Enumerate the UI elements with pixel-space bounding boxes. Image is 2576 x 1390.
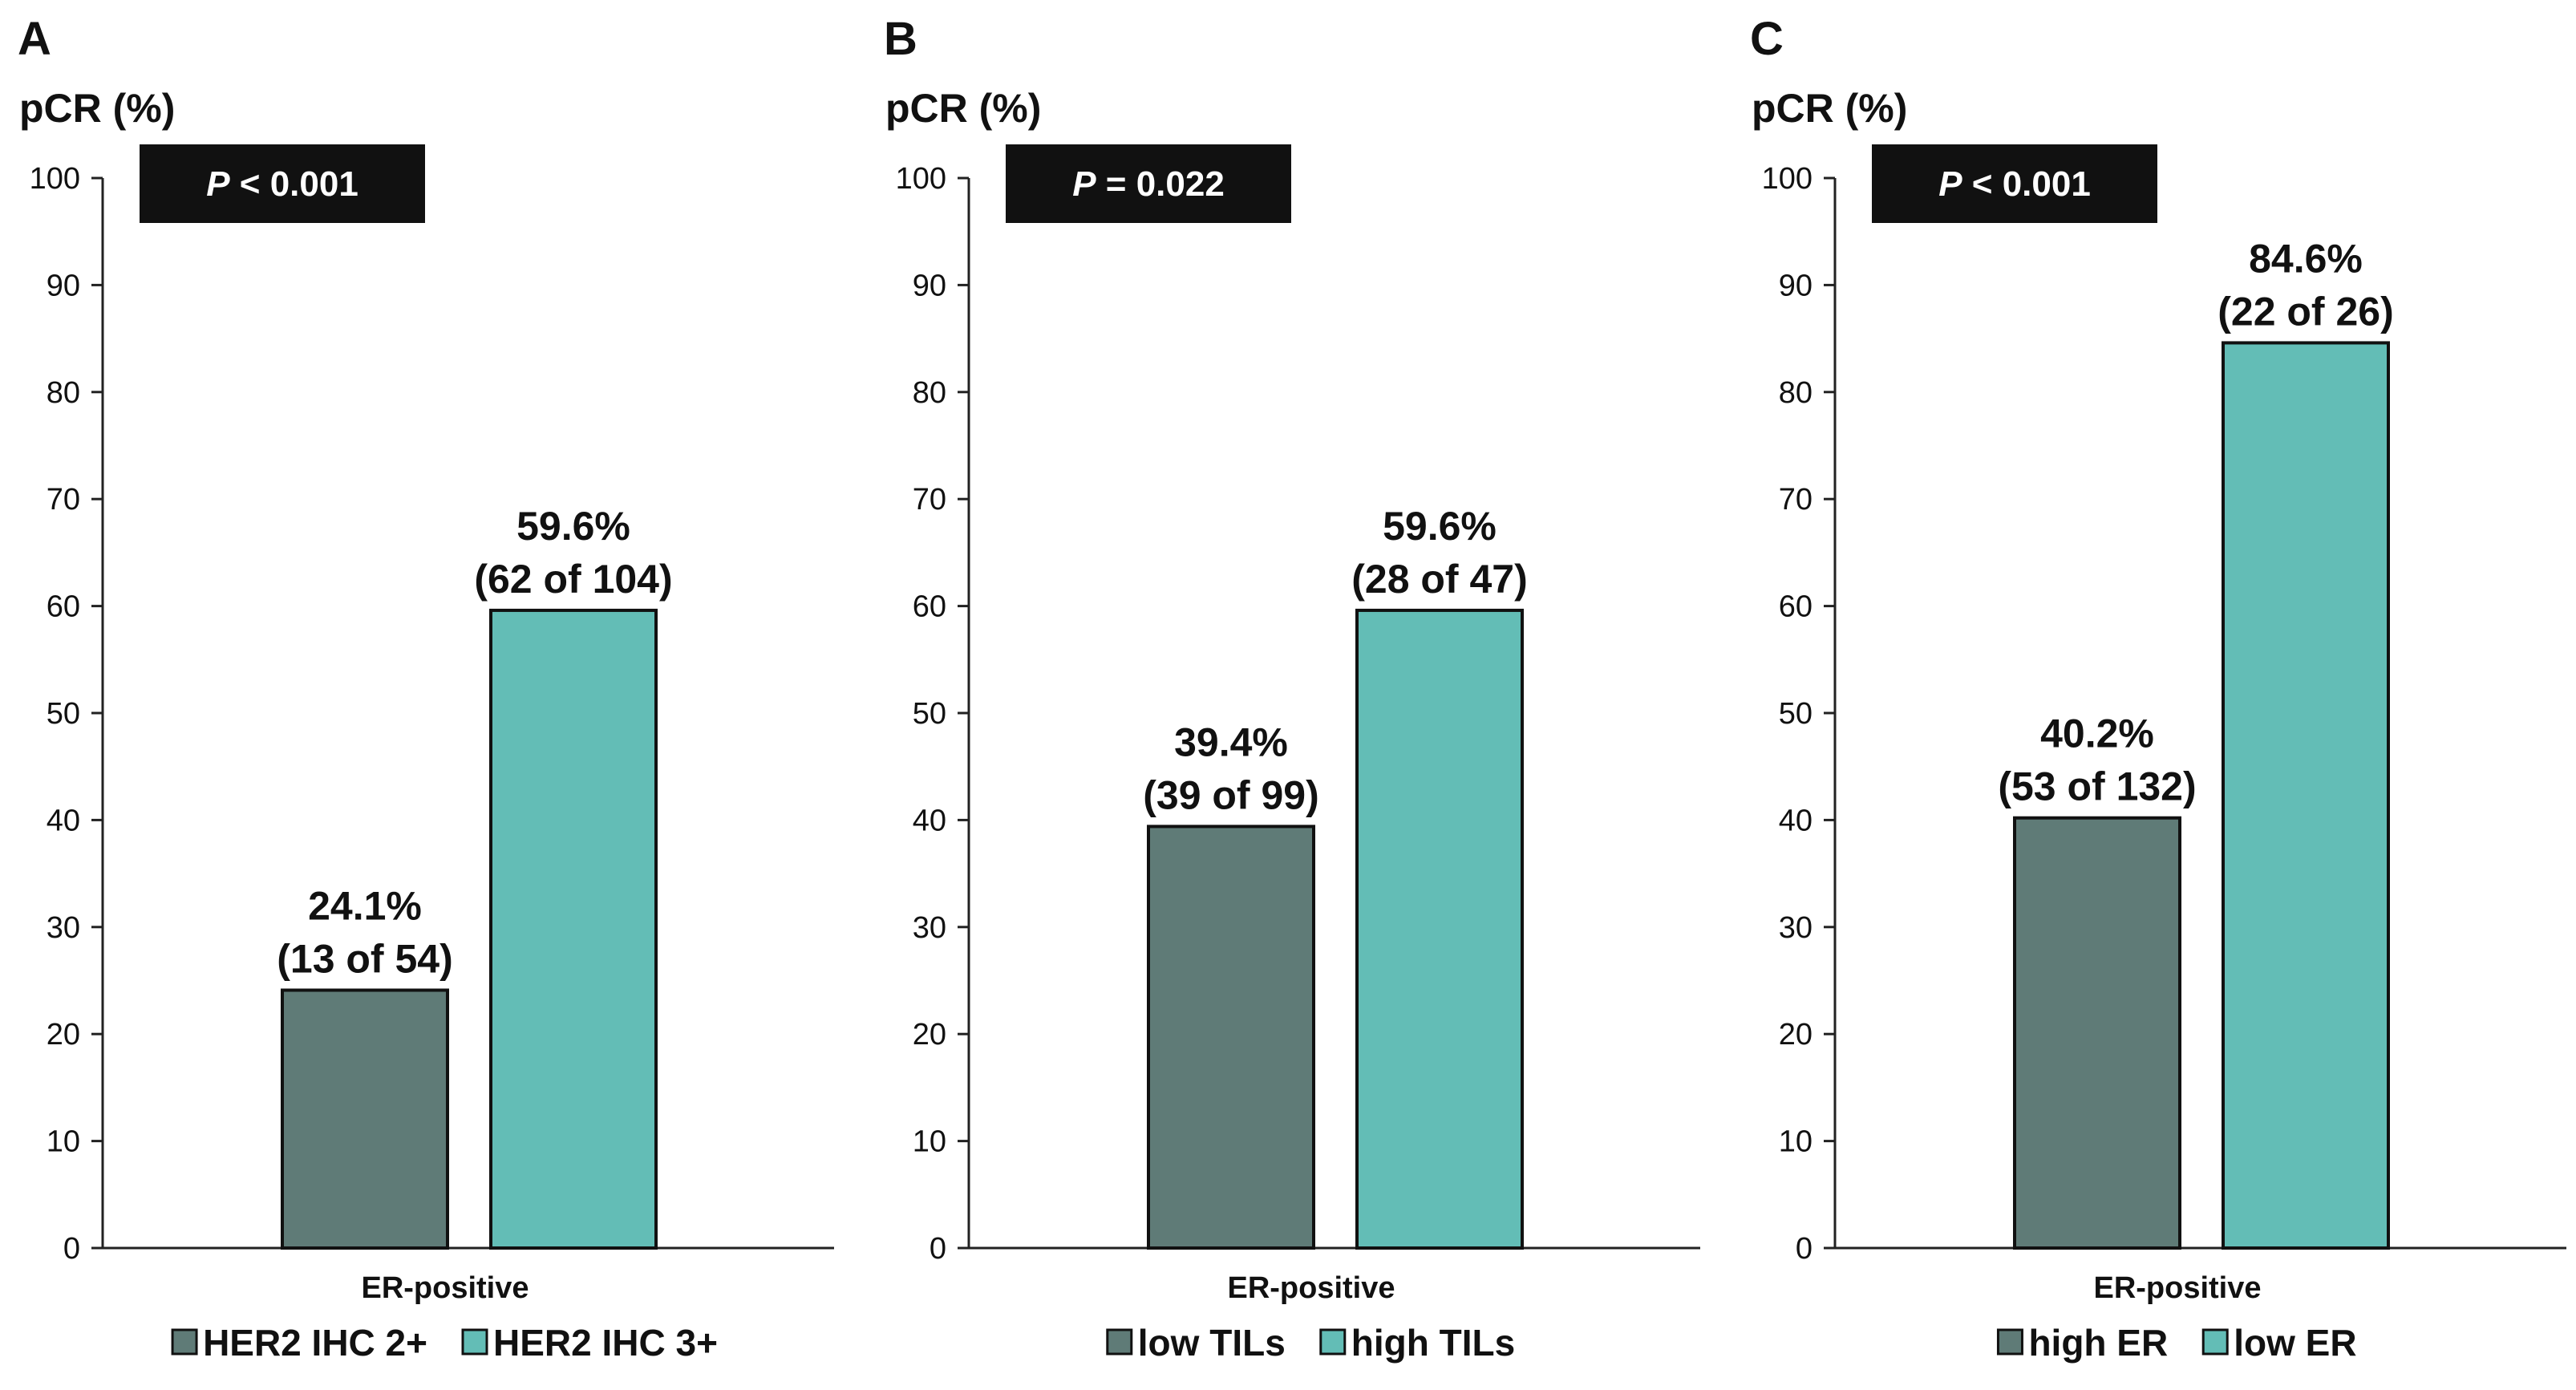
y-tick-label: 10 [913, 1125, 946, 1159]
bar-low-tils [1147, 825, 1315, 1250]
bar-her2-ihc-3- [489, 608, 658, 1250]
x-category-label: ER-positive [2093, 1271, 2261, 1305]
y-tick-label: 40 [1779, 804, 1813, 837]
y-tick-label: 70 [1779, 483, 1813, 517]
y-axis-label: pCR (%) [885, 86, 1041, 131]
y-axis-label: pCR (%) [19, 86, 175, 131]
panel-letter: C [1750, 13, 1784, 65]
legend-swatch [1106, 1328, 1133, 1356]
p-value-label: P < 0.001 [206, 164, 358, 204]
p-value-box [140, 144, 425, 223]
panel-letter: A [18, 13, 51, 65]
y-tick-label: 50 [1779, 697, 1813, 731]
y-tick-label: 100 [30, 162, 80, 196]
y-tick-label: 0 [930, 1232, 946, 1266]
data-label-count: (28 of 47) [1351, 557, 1528, 602]
y-tick-label: 40 [47, 804, 80, 837]
legend-label: high TILs [1351, 1322, 1515, 1364]
y-tick-label: 60 [47, 590, 80, 624]
data-label-percent: 24.1% [308, 884, 422, 929]
data-label-count: (39 of 99) [1143, 772, 1319, 817]
bar-her2-ihc-2- [281, 988, 449, 1250]
y-tick-label: 0 [1796, 1232, 1813, 1266]
y-tick-label: 0 [63, 1232, 80, 1266]
data-label-percent: 84.6% [2249, 236, 2363, 281]
legend-label: HER2 IHC 3+ [493, 1322, 718, 1364]
y-tick-label: 60 [913, 590, 946, 624]
data-label-percent: 59.6% [516, 504, 630, 549]
y-tick-label: 70 [913, 483, 946, 517]
legend-swatch [171, 1328, 198, 1356]
y-tick-label: 80 [1779, 376, 1813, 410]
p-value-box [1006, 144, 1291, 223]
y-tick-label: 30 [1779, 911, 1813, 945]
y-tick-label: 90 [47, 269, 80, 302]
y-tick-label: 30 [913, 911, 946, 945]
panel-letter: B [884, 13, 917, 65]
legend-label: high ER [2028, 1322, 2168, 1364]
p-value-box [1872, 144, 2157, 223]
data-label-count: (53 of 132) [1998, 764, 2196, 809]
y-tick-label: 10 [47, 1125, 80, 1159]
bar-low-er [2222, 341, 2390, 1250]
y-tick-label: 20 [47, 1018, 80, 1052]
y-tick-label: 60 [1779, 590, 1813, 624]
p-value-label: P = 0.022 [1072, 164, 1225, 204]
legend-swatch [2201, 1328, 2229, 1356]
y-tick-label: 100 [896, 162, 946, 196]
y-tick-label: 90 [1779, 269, 1813, 302]
legend-swatch [1996, 1328, 2023, 1356]
y-tick-label: 20 [1779, 1018, 1813, 1052]
legend-label: HER2 IHC 2+ [203, 1322, 427, 1364]
legend-label: low TILs [1138, 1322, 1286, 1364]
x-category-label: ER-positive [1227, 1271, 1395, 1305]
legend-label: low ER [2234, 1322, 2356, 1364]
legend: low TILs high TILs [1106, 1322, 1515, 1364]
data-label-percent: 59.6% [1383, 504, 1497, 549]
y-tick-label: 90 [913, 269, 946, 302]
data-label-count: (62 of 104) [474, 557, 672, 602]
y-tick-label: 50 [47, 697, 80, 731]
legend: HER2 IHC 2+ HER2 IHC 3+ [171, 1322, 718, 1364]
legend: high ER low ER [1996, 1322, 2357, 1364]
y-tick-label: 20 [913, 1018, 946, 1052]
y-tick-label: 30 [47, 911, 80, 945]
data-label-percent: 39.4% [1174, 719, 1288, 764]
data-label-percent: 40.2% [2040, 711, 2154, 756]
bar-high-er [2013, 816, 2181, 1250]
y-tick-label: 10 [1779, 1125, 1813, 1159]
y-tick-label: 80 [47, 376, 80, 410]
y-tick-label: 40 [913, 804, 946, 837]
y-axis-label: pCR (%) [1752, 86, 1907, 131]
legend-swatch [1319, 1328, 1347, 1356]
data-label-count: (13 of 54) [277, 937, 453, 982]
x-category-label: ER-positive [361, 1271, 529, 1305]
y-tick-label: 50 [913, 697, 946, 731]
bar-high-tils [1355, 608, 1524, 1250]
y-tick-label: 80 [913, 376, 946, 410]
p-value-label: P < 0.001 [1938, 164, 2091, 204]
y-tick-label: 100 [1762, 162, 1813, 196]
y-tick-label: 70 [47, 483, 80, 517]
data-label-count: (22 of 26) [2218, 289, 2394, 334]
legend-swatch [461, 1328, 488, 1356]
